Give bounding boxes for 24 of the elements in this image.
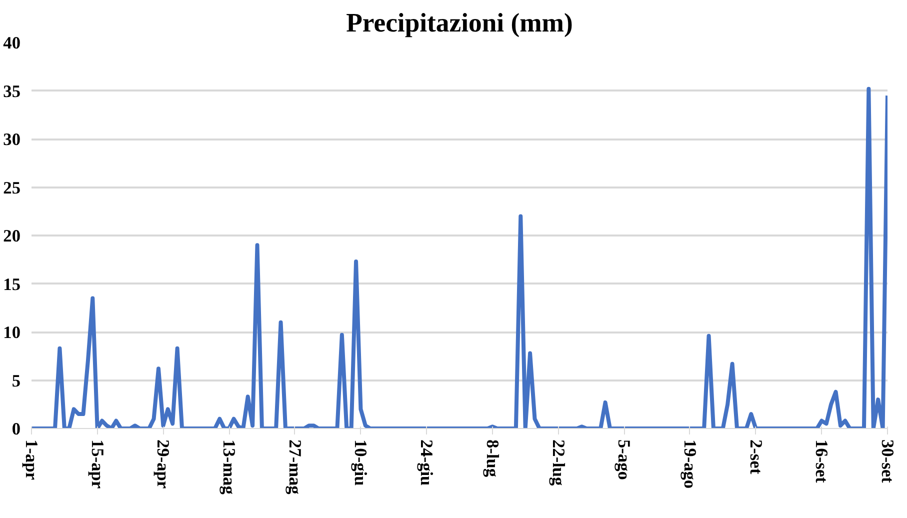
y-tick-label: 35: [3, 82, 21, 101]
y-tick-label: 0: [12, 420, 21, 438]
y-tick-label: 40: [3, 34, 20, 52]
y-tick-label: 20: [3, 226, 20, 246]
y-tick-label: 15: [3, 274, 21, 294]
x-tick-label: 30-set: [878, 440, 897, 484]
x-tick-label: 15-apr: [88, 440, 107, 489]
x-tick-label: 22-lug: [548, 440, 568, 486]
x-tick-label: 29-apr: [154, 440, 173, 489]
y-tick-label: 25: [3, 178, 21, 198]
y-tick-label: 10: [3, 323, 20, 342]
x-tick-label: 5-ago: [614, 440, 634, 480]
y-tick-label: 5: [12, 371, 21, 390]
x-tick-label: 19-ago: [680, 440, 700, 489]
x-tick-label: 27-mag: [285, 440, 304, 495]
x-tick-label: 2-set: [746, 440, 766, 474]
x-tick-label: 13-mag: [220, 440, 239, 495]
x-tick-label: 24-giu: [417, 440, 436, 486]
x-tick-label: 1-apr: [22, 440, 41, 480]
x-tick-label: 16-set: [812, 440, 832, 484]
x-tick-label: 10-giu: [351, 440, 370, 486]
x-tick-label: 8-lug: [482, 440, 502, 478]
y-tick-label: 30: [3, 130, 20, 149]
chart-title: Precipitazioni (mm): [346, 8, 573, 38]
